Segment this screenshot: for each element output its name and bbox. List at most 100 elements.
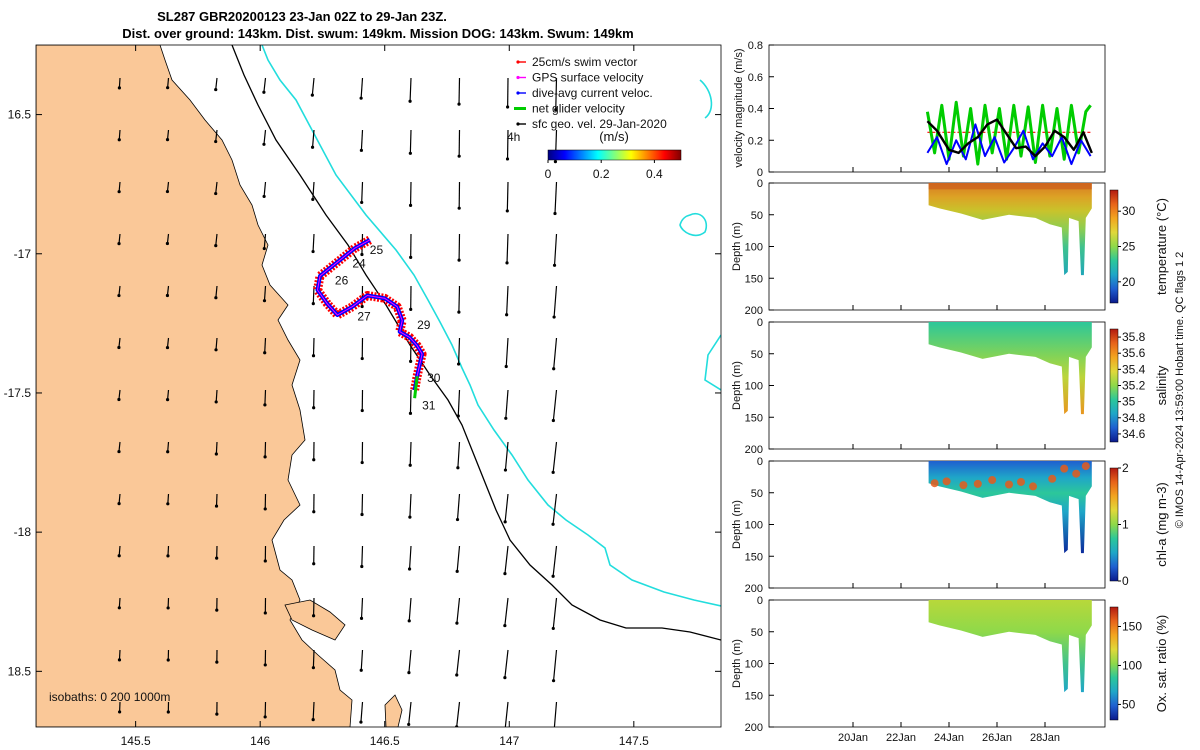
speed-colorbar-ticks: 0 0.2 0.4 xyxy=(545,160,663,181)
sfc-geo-arrow xyxy=(167,77,170,88)
curtain-ytick-label: 200 xyxy=(745,444,763,456)
sfc-geo-arrow xyxy=(458,337,461,365)
sfc-geo-arrowhead xyxy=(166,658,170,662)
sfc-geo-arrow xyxy=(409,129,412,154)
sfc-geo-arrowhead xyxy=(117,293,121,298)
sfc-geo-arrowhead xyxy=(215,608,219,612)
sfc-geo-arrow xyxy=(506,233,509,263)
sfc-geo-arrow xyxy=(506,285,509,315)
sfc-geo-arrow xyxy=(408,649,412,673)
sfc-geo-arrow xyxy=(311,77,315,96)
velocity-series-line xyxy=(925,100,1092,166)
sfc-geo-arrowhead xyxy=(311,614,316,618)
sfc-geo-arrowhead xyxy=(118,710,122,714)
sfc-geo-arrowhead xyxy=(262,90,266,94)
sfc-geo-arrow xyxy=(263,181,267,197)
sfc-geo-arrowhead xyxy=(409,307,413,311)
sfc-geo-arrowhead xyxy=(311,249,315,254)
curtain-data xyxy=(928,600,1092,693)
sfc-geo-arrowhead xyxy=(456,466,460,470)
sfc-geo-arrow xyxy=(312,181,315,200)
sfc-geo-arrow xyxy=(118,493,121,504)
sfc-geo-arrowhead xyxy=(553,211,557,216)
sfc-geo-arrowhead xyxy=(407,567,412,571)
sfc-geo-arrowhead xyxy=(505,261,509,265)
legend-swatch-head xyxy=(516,91,520,95)
date-tick-label: 26Jan xyxy=(982,732,1012,744)
sfc-geo-arrowhead xyxy=(166,710,170,714)
chla-hotspot xyxy=(930,479,939,488)
colorbar-tick-label: 150 xyxy=(1122,619,1142,633)
date-axis: 20Jan 22Jan 24Jan 26Jan 28Jan xyxy=(838,167,1060,744)
sfc-geo-arrowhead xyxy=(263,507,267,511)
sfc-geo-arrowhead xyxy=(506,105,510,109)
curtain-ylabel: Depth (m) xyxy=(731,361,743,410)
sfc-geo-arrowhead xyxy=(262,246,266,251)
sfc-geo-arrowhead xyxy=(165,293,170,298)
sfc-geo-arrowhead xyxy=(503,728,506,731)
sfc-geo-arrow xyxy=(456,649,461,676)
sfc-geo-arrowhead xyxy=(359,668,363,672)
sfc-geo-arrowhead xyxy=(455,621,459,625)
velocity-ytick-label: 0.6 xyxy=(748,72,763,84)
colorbar-label: Ox. sat. ratio (%) xyxy=(1154,615,1169,713)
sfc-geo-arrowhead xyxy=(455,569,459,573)
sfc-geo-arrowhead xyxy=(262,194,266,199)
sfc-geo-arrow xyxy=(215,181,218,194)
sfc-geo-arrowhead xyxy=(408,463,412,467)
curtain-ytick-label: 150 xyxy=(745,690,763,702)
curtain-ytick-label: 0 xyxy=(757,456,763,468)
sfc-geo-arrow xyxy=(215,77,218,90)
sfc-geo-arrow xyxy=(360,597,364,619)
sfc-geo-arrowhead xyxy=(407,671,411,675)
map-xtick-label: 145.5 xyxy=(121,734,151,748)
map-xtick-label: 146.5 xyxy=(370,734,400,748)
sfc-geo-arrowhead xyxy=(359,96,363,100)
sfc-geo-arrow xyxy=(456,701,461,727)
sfc-geo-arrowhead xyxy=(504,416,508,420)
curtain-ylabel: Depth (m) xyxy=(731,639,743,688)
sfc-geo-arrow xyxy=(118,233,121,244)
curtain-panel: 0 50 100 150 200 Depth (m) 20 25 30 temperature (… xyxy=(731,178,1169,317)
isobath-1000m xyxy=(261,45,721,607)
sfc-geo-arrowhead xyxy=(263,611,267,615)
chla-hotspot xyxy=(1081,462,1090,471)
chla-hotspot xyxy=(1048,474,1057,483)
chla-hotspot xyxy=(1029,482,1037,491)
curtain-colorbar xyxy=(1109,467,1119,582)
curtain-ytick-label: 50 xyxy=(751,210,763,222)
sfc-geo-arrow xyxy=(166,337,170,348)
sfc-geo-arrow xyxy=(554,181,558,214)
sfc-geo-arrowhead xyxy=(360,356,364,361)
sfc-geo-arrow xyxy=(552,597,558,629)
speed-colorbar xyxy=(547,149,682,161)
colorbar-tick-label: 34.6 xyxy=(1122,427,1146,441)
sfc-geo-arrow xyxy=(118,649,121,660)
curtain-ytick-label: 0 xyxy=(757,595,763,607)
sfc-geo-arrow xyxy=(264,337,267,353)
chla-hotspot xyxy=(959,481,968,490)
sfc-geo-arrow xyxy=(167,441,170,452)
date-tick-label: 22Jan xyxy=(886,732,916,744)
sfc-geo-arrowhead xyxy=(117,345,121,350)
figure-title-line1: SL287 GBR20200123 23-Jan 02Z to 29-Jan 2… xyxy=(157,9,447,24)
colorbar-tick-label: 25 xyxy=(1122,240,1136,254)
sfc-geo-arrow xyxy=(312,649,315,668)
sfc-geo-arrowhead xyxy=(503,520,507,524)
sfc-geo-arrowhead xyxy=(263,559,267,563)
sfc-geo-arrowhead xyxy=(503,676,507,680)
curtain-colorbar xyxy=(1109,328,1119,443)
sfc-geo-arrow xyxy=(361,545,364,567)
island-2 xyxy=(384,694,403,727)
chla-hotspot xyxy=(1060,464,1069,473)
sfc-geo-arrow xyxy=(263,233,267,249)
sfc-geo-arrow xyxy=(312,233,315,252)
sfc-geo-arrowhead xyxy=(117,86,121,90)
sfc-geo-arrowhead xyxy=(263,715,267,719)
sfc-geo-arrowhead xyxy=(165,345,170,350)
day-label: 26 xyxy=(335,273,349,287)
sfc-geo-arrowhead xyxy=(552,367,556,371)
sfc-geo-arrowhead xyxy=(503,572,507,576)
sfc-geo-arrowhead xyxy=(359,720,363,724)
